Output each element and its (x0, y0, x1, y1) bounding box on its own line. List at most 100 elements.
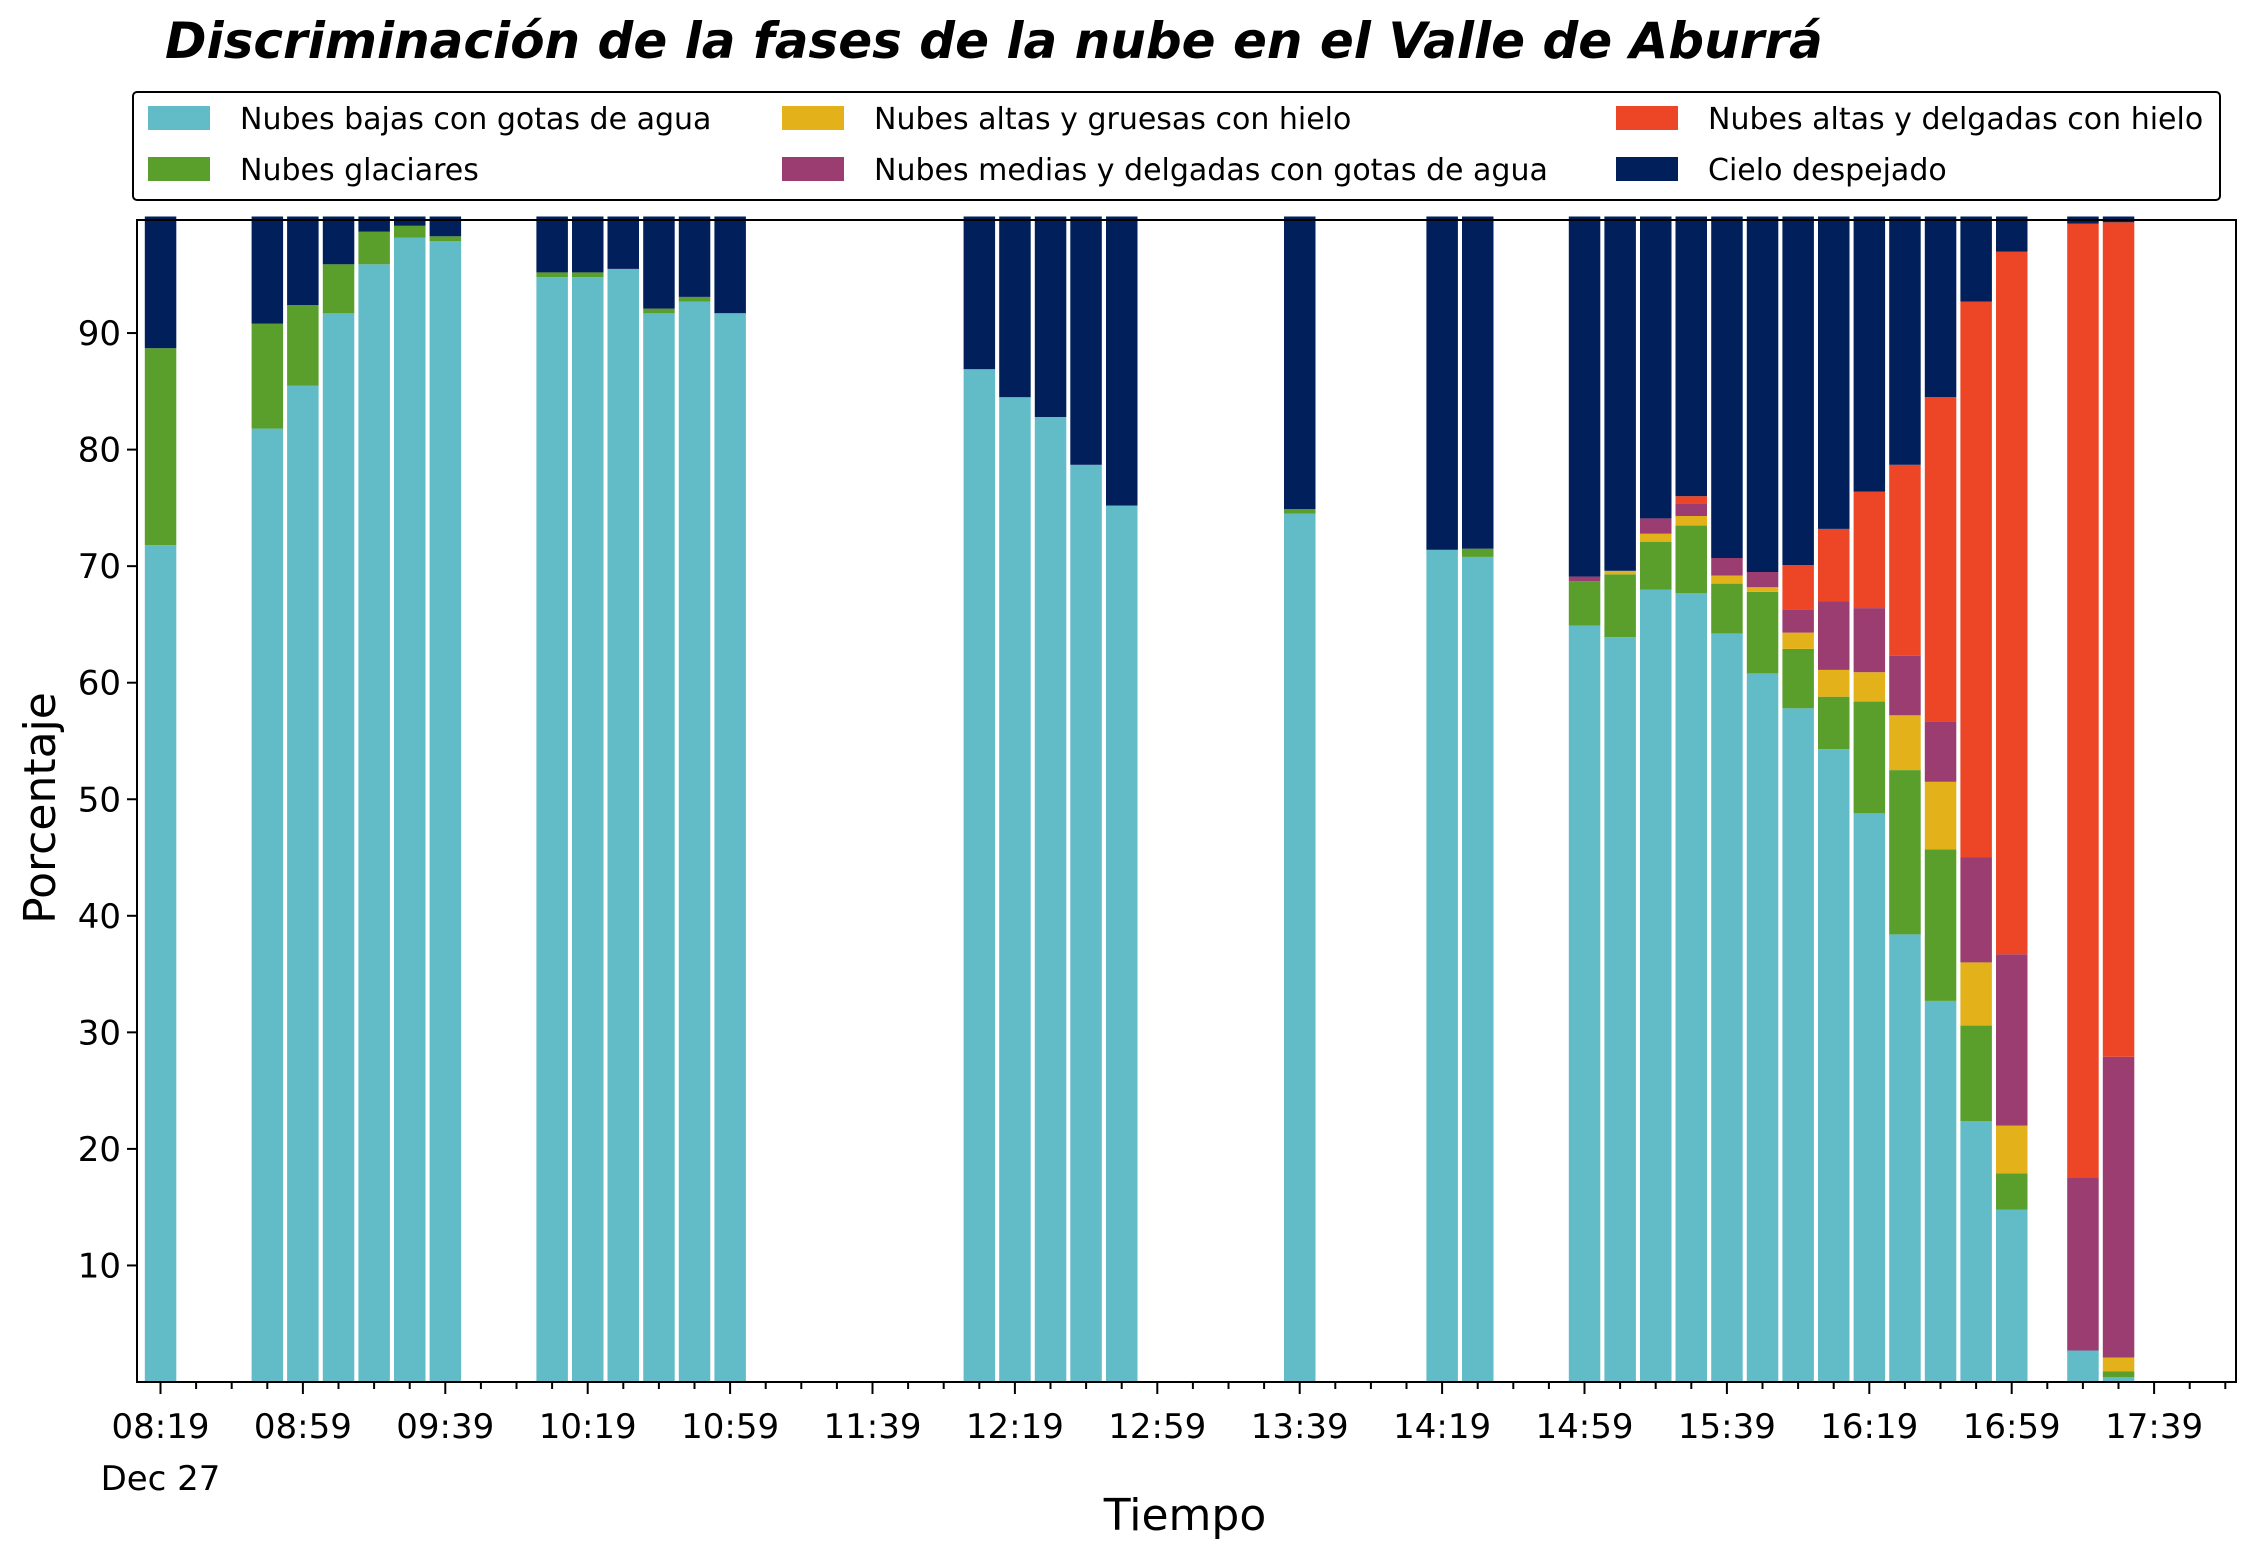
bar-segment-0819-s5 (144, 216, 177, 349)
legend-swatch (148, 157, 210, 181)
legend-entry: Nubes bajas con gotas de agua (240, 102, 711, 137)
y-tick-label: 70 (78, 547, 121, 587)
x-tick-label: 16:19 (1820, 1407, 1918, 1447)
bar-segment-1419-s0 (1426, 549, 1458, 1382)
y-tick-label: 10 (78, 1246, 121, 1286)
bar-segment-1459-s5 (1568, 216, 1601, 577)
bar-segment-1729-s3 (2102, 1056, 2135, 1358)
bar-segment-1719-s3 (2067, 1178, 2099, 1351)
bar-segment-1619-s0 (1853, 813, 1886, 1382)
x-tick-label: 08:19 (112, 1407, 210, 1447)
bar-segment-1519-s3 (1640, 518, 1672, 534)
bar-segment-1019-s1 (572, 272, 604, 278)
bar-segment-1049-s0 (678, 301, 711, 1383)
x-tick-label: 09:39 (396, 1407, 494, 1447)
bar-segment-1239-s5 (1070, 216, 1102, 465)
legend-box (132, 91, 2221, 201)
bar-segment-1729-s0 (2102, 1377, 2135, 1382)
legend-entry: Nubes medias y delgadas con gotas de agu… (874, 153, 1548, 188)
bar-segment-1609-s5 (1818, 216, 1850, 529)
bar-segment-1539-s1 (1711, 583, 1743, 634)
bar-segment-1639-s4 (1924, 397, 1957, 722)
bar-segment-1059-s5 (714, 216, 746, 314)
x-tick-label: 12:59 (1108, 1407, 1206, 1447)
bar-segment-1529-s3 (1675, 503, 1707, 516)
bar-segment-1549-s2 (1746, 587, 1779, 592)
legend-swatch (1616, 106, 1678, 130)
bar-segment-1659-s0 (1996, 1209, 2028, 1382)
bar-segment-1549-s1 (1746, 591, 1779, 674)
bar-segment-1509-s1 (1604, 574, 1636, 638)
bar-segment-1219-s5 (999, 216, 1031, 398)
bar-segment-1519-s2 (1640, 533, 1672, 542)
x-tick-label: 11:39 (824, 1407, 922, 1447)
bar-segment-1529-s5 (1675, 216, 1707, 497)
bar-segment-1639-s1 (1924, 849, 1957, 1001)
bar-segment-1229-s5 (1034, 216, 1067, 417)
bar-segment-1619-s1 (1853, 701, 1886, 814)
bar-segment-1039-s0 (643, 313, 675, 1383)
legend-entry: Nubes altas y gruesas con hielo (874, 102, 1351, 137)
bar-segment-1039-s5 (643, 216, 675, 309)
bar-segment-1049-s1 (678, 296, 711, 302)
bar-segment-0939-s0 (429, 241, 462, 1382)
bar-segment-1649-s2 (1960, 962, 1992, 1026)
bar-segment-1539-s2 (1711, 575, 1743, 584)
legend-swatch (782, 157, 844, 181)
bar-segment-1549-s5 (1746, 216, 1779, 572)
bar-segment-1529-s2 (1675, 516, 1707, 526)
bar-segment-0819-s1 (144, 348, 177, 546)
bar-segment-1609-s2 (1818, 669, 1850, 697)
bar-segment-1559-s5 (1782, 216, 1814, 565)
bar-segment-0859-s5 (287, 216, 319, 306)
bar-segment-1629-s0 (1889, 934, 1921, 1382)
y-tick-label: 50 (78, 780, 121, 820)
legend-entry: Nubes altas y delgadas con hielo (1708, 102, 2203, 137)
bar-segment-1429-s5 (1462, 216, 1494, 549)
legend-entry: Nubes glaciares (240, 153, 479, 188)
bar-segment-0929-s0 (394, 237, 426, 1382)
bar-segment-1559-s4 (1782, 565, 1814, 610)
bar-segment-1519-s0 (1640, 589, 1672, 1382)
bar-segment-1459-s0 (1568, 625, 1601, 1382)
bar-segment-1549-s0 (1746, 673, 1779, 1382)
y-tick-label: 30 (78, 1013, 121, 1053)
legend-swatch (782, 106, 844, 130)
x-tick-label: 10:19 (539, 1407, 637, 1447)
bar-segment-0939-s1 (429, 236, 462, 241)
bar-segment-1429-s1 (1462, 548, 1494, 557)
axes: 10 20 30 40 50 60 70 80 90 08:19 08:59 09:39 10:19 10… (78, 219, 2237, 1499)
x-tick-label: 17:39 (2105, 1407, 2203, 1447)
bar-segment-0859-s1 (287, 305, 319, 386)
bar-segment-1609-s0 (1818, 749, 1850, 1382)
bar-segment-1619-s4 (1853, 491, 1886, 609)
y-tick-label: 60 (78, 664, 121, 704)
bar-segment-1719-s0 (2067, 1350, 2099, 1382)
legend-swatch (148, 106, 210, 130)
bar-segment-1529-s1 (1675, 525, 1707, 593)
y-tick-label: 40 (78, 897, 121, 937)
bar-segment-1619-s3 (1853, 608, 1886, 673)
bar-segment-1629-s1 (1889, 770, 1921, 935)
bar-segment-1229-s0 (1034, 417, 1067, 1382)
bar-segment-1459-s3 (1568, 576, 1601, 582)
bar-segment-1029-s0 (607, 269, 639, 1382)
x-tick-label: 12:19 (966, 1407, 1064, 1447)
bar-segment-1529-s4 (1675, 496, 1707, 504)
bar-segment-0819-s0 (144, 545, 177, 1382)
bar-segment-1659-s3 (1996, 954, 2028, 1126)
bar-segment-0909-s5 (322, 216, 355, 265)
bar-segment-1729-s1 (2102, 1371, 2135, 1378)
x-tick-label: 16:59 (1963, 1407, 2061, 1447)
bar-segment-1629-s5 (1889, 216, 1921, 465)
bar-segment-1039-s1 (643, 308, 675, 314)
bar-segment-1539-s5 (1711, 216, 1743, 558)
bar-segment-1059-s0 (714, 313, 746, 1383)
x-tick-label: 14:59 (1536, 1407, 1634, 1447)
bar-segment-1719-s4 (2067, 223, 2099, 1178)
x-tick-label: 10:59 (681, 1407, 779, 1447)
bar-segment-1419-s5 (1426, 216, 1458, 550)
y-axis-label: Porcentaje (15, 692, 66, 924)
bar-segment-0919-s0 (358, 264, 390, 1382)
bar-segment-0859-s0 (287, 385, 319, 1382)
